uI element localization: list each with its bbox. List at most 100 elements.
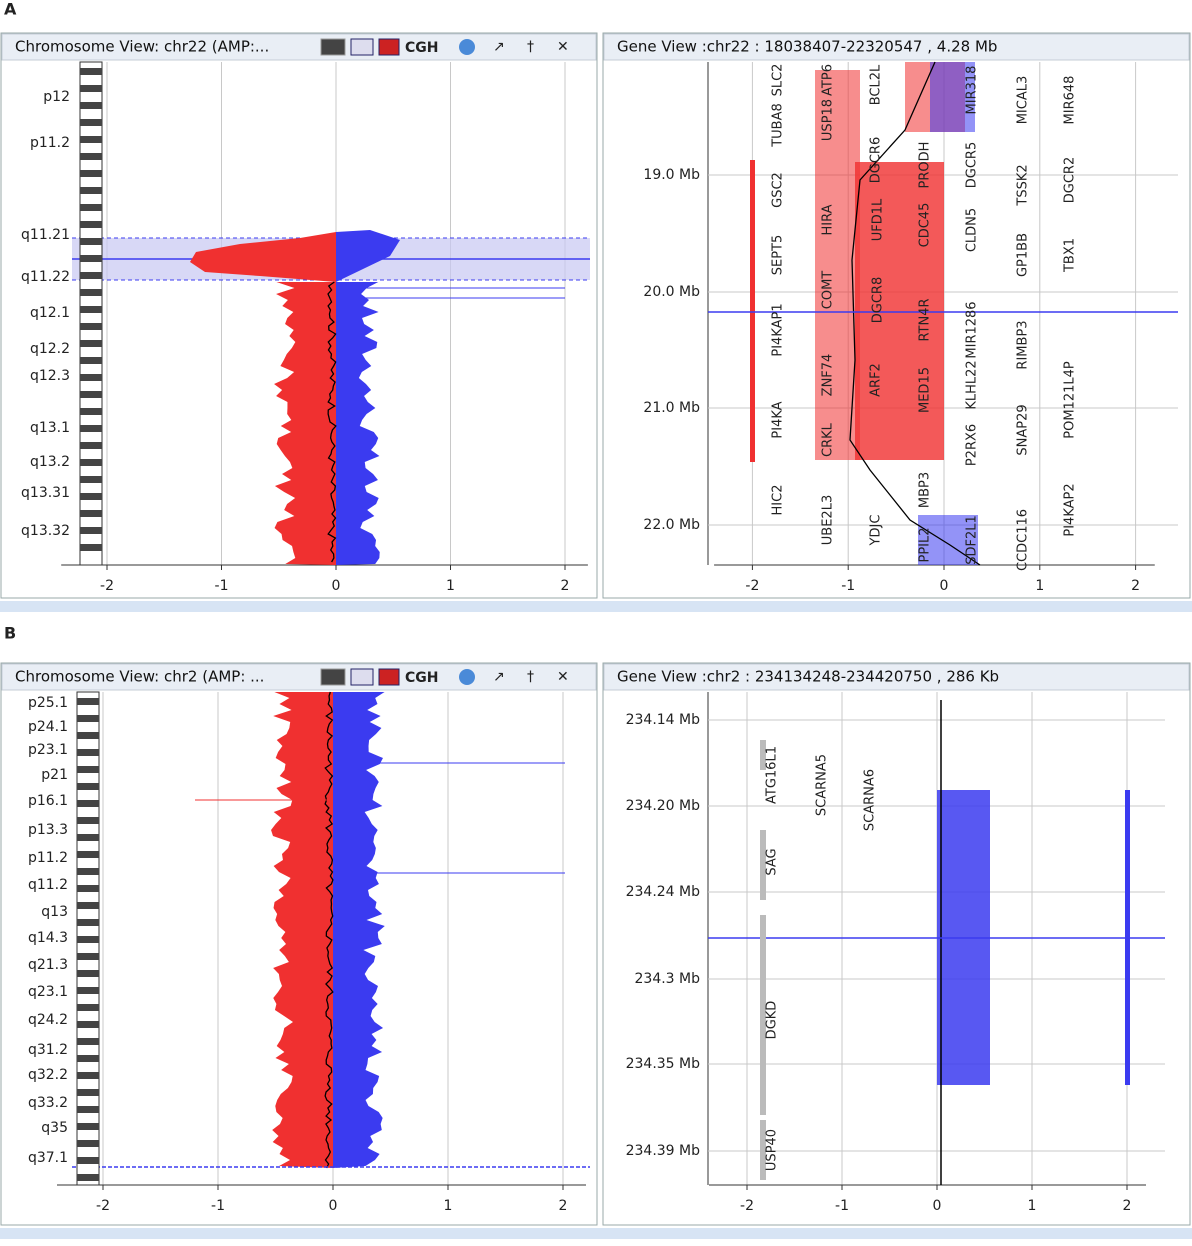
toolbar-text: CGH: [405, 670, 438, 686]
band-label: p24.1: [28, 719, 68, 735]
band-label: p13.3: [28, 822, 68, 838]
band: [80, 136, 102, 143]
icon: [320, 668, 346, 686]
x-tick-label: 2: [559, 1198, 568, 1214]
gene-label: GP1BB: [1016, 233, 1031, 277]
band: [80, 493, 102, 500]
gene-label: BCL2L: [869, 64, 884, 105]
gene-label: HIC2: [771, 485, 786, 516]
icon: ↗: [493, 39, 505, 55]
y-tick-label: 19.0 Mb: [643, 167, 700, 183]
gene-label: UFD1L: [871, 198, 886, 241]
status-strip: [0, 601, 1192, 612]
gene-label: GSC2: [771, 172, 786, 208]
x-tick-label: -2: [96, 1198, 110, 1214]
x-tick-label: -2: [100, 578, 114, 594]
gene-bar: [760, 830, 766, 900]
band: [77, 800, 99, 807]
panel-label: A: [4, 0, 17, 19]
scatter-cloud: [190, 232, 336, 282]
gene-label: USP40: [765, 1129, 780, 1171]
x-tick-label: 0: [940, 578, 949, 594]
toolbar-text: CGH: [405, 40, 438, 56]
band: [80, 85, 102, 92]
window-title: Chromosome View: chr2 (AMP: ...: [15, 668, 264, 686]
gene-label: DGCR6: [869, 137, 884, 183]
scatter-cloud: [271, 692, 333, 1168]
x-tick-label: 1: [1028, 1198, 1037, 1214]
x-tick-label: 0: [933, 1198, 942, 1214]
segment: [855, 162, 944, 460]
x-tick-label: -1: [215, 578, 229, 594]
x-tick-label: 1: [446, 578, 455, 594]
band-label: q11.21: [21, 227, 70, 243]
x-tick-label: -2: [745, 578, 759, 594]
band: [77, 817, 99, 824]
gene-label: RIMBP3: [1016, 320, 1031, 369]
band: [77, 766, 99, 773]
band: [80, 187, 102, 194]
gene-label: SCARNA6: [863, 769, 878, 831]
band-label: q31.2: [28, 1042, 68, 1058]
band-label: p11.2: [28, 850, 68, 866]
panel-label: B: [4, 624, 16, 643]
gene-label: HIRA: [821, 204, 836, 235]
band-label: q33.2: [28, 1095, 68, 1111]
band: [77, 902, 99, 909]
band: [77, 732, 99, 739]
window-title: Chromosome View: chr22 (AMP:...: [15, 38, 269, 56]
gene-label: TUBA8: [771, 103, 786, 148]
gene-label: CDC45: [918, 203, 933, 248]
band: [80, 510, 102, 517]
gene-bar: [760, 915, 766, 1115]
gene-label: MIR318: [965, 66, 980, 115]
band: [80, 340, 102, 347]
icon: [320, 38, 346, 56]
x-tick-label: 2: [1123, 1198, 1132, 1214]
gene-bar: [760, 1120, 766, 1180]
icon: [459, 669, 475, 685]
scatter-cloud: [274, 282, 336, 565]
title-bar: [603, 33, 1190, 61]
title-bar: [603, 663, 1190, 691]
y-tick-label: 21.0 Mb: [643, 400, 700, 416]
band: [80, 255, 102, 262]
icon: [378, 38, 400, 56]
band: [80, 306, 102, 313]
band: [77, 715, 99, 722]
band: [77, 1055, 99, 1062]
band: [80, 527, 102, 534]
band-label: p25.1: [28, 695, 68, 711]
title-bar: [1, 663, 597, 691]
band: [80, 391, 102, 398]
band-label: q14.3: [28, 930, 68, 946]
band: [77, 987, 99, 994]
band: [77, 936, 99, 943]
trend-line: [849, 61, 981, 566]
band: [77, 834, 99, 841]
band: [77, 1157, 99, 1164]
x-tick-label: 1: [1035, 578, 1044, 594]
band-label: q23.1: [28, 984, 68, 1000]
status-strip: [0, 1228, 1192, 1239]
y-tick-label: 234.3 Mb: [635, 971, 701, 987]
band: [77, 868, 99, 875]
gene-label: PI4KAP1: [771, 303, 786, 356]
icon: †: [527, 39, 534, 55]
band-label: q12.1: [30, 305, 70, 321]
scatter-cloud: [336, 282, 380, 565]
band: [80, 323, 102, 330]
x-tick-label: 0: [329, 1198, 338, 1214]
band: [80, 153, 102, 160]
x-tick-label: -1: [835, 1198, 849, 1214]
band: [80, 408, 102, 415]
band: [77, 970, 99, 977]
icon: ✕: [557, 669, 569, 685]
gene-label: CCDC116: [1016, 509, 1031, 571]
band: [80, 357, 102, 364]
gene-label: MIR1286: [965, 301, 980, 358]
icon: [378, 668, 400, 686]
band: [80, 102, 102, 109]
band: [77, 1089, 99, 1096]
dots: [930, 62, 975, 132]
